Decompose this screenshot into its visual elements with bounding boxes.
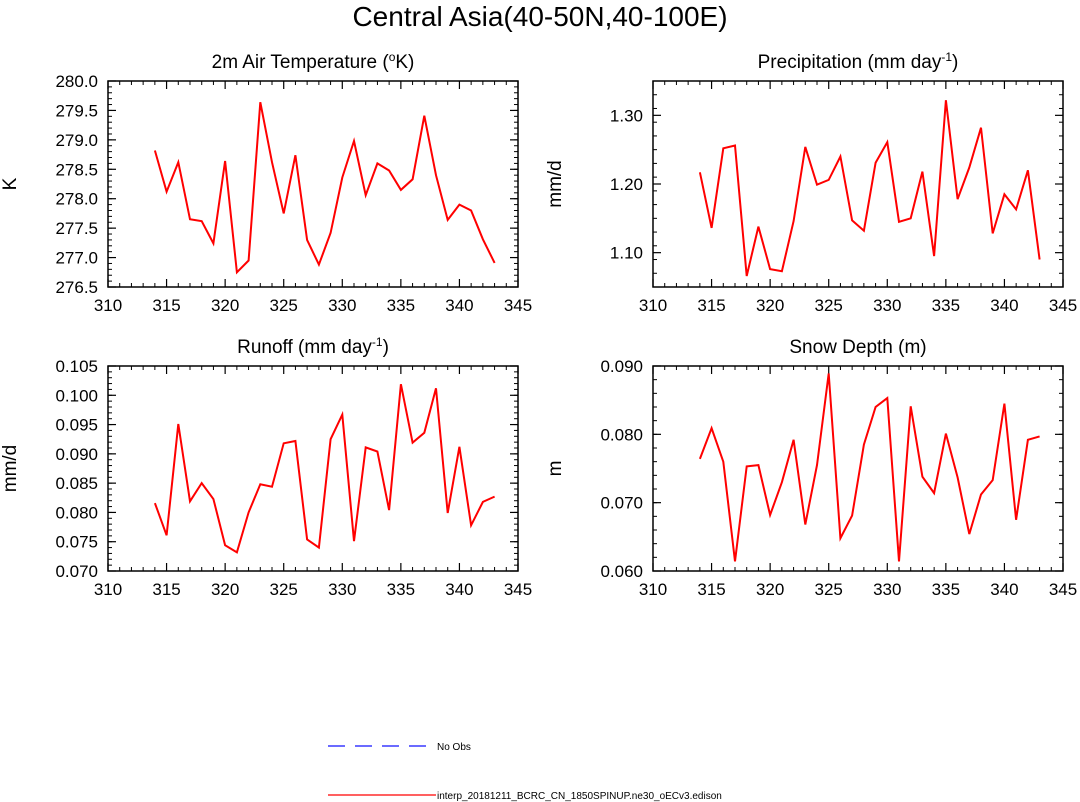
chart-panel-1: 2m Air Temperature (oK) K 310 315 320 325 330 3… <box>0 50 532 315</box>
y-tick-label: 277.0 <box>55 249 98 268</box>
series-line <box>698 373 1040 562</box>
chart-panel-3: Runoff (mm day-1) mm/d 310 315 320 325 330 335 3… <box>0 335 532 599</box>
x-tick-label: 330 <box>873 296 901 315</box>
y-tick-label: 0.075 <box>55 533 98 552</box>
panel-title-superscript: -1 <box>941 50 952 64</box>
panel-title-text: Runoff (mm day <box>237 337 372 358</box>
x-tick-label: 325 <box>815 296 843 315</box>
y-tick-label: 276.5 <box>55 278 98 297</box>
y-tick-label: 1.10 <box>610 244 643 263</box>
panel-title: Precipitation (mm day-1) <box>758 50 959 73</box>
x-tick-label: 325 <box>270 296 298 315</box>
x-tick-label: 345 <box>1049 296 1077 315</box>
y-tick-label: 0.080 <box>55 503 98 522</box>
x-tick-label: 315 <box>152 296 180 315</box>
y-tick-label: 278.5 <box>55 160 98 179</box>
x-tick-label: 310 <box>94 580 122 599</box>
panel-title-text: Precipitation (mm day <box>758 52 942 73</box>
x-tick-label: 310 <box>94 296 122 315</box>
x-tick-label: 335 <box>932 296 960 315</box>
x-tick-label: 320 <box>211 580 239 599</box>
x-tick-label: 325 <box>815 580 843 599</box>
y-tick-label: 279.0 <box>55 131 98 150</box>
y-axis-label: mm/d <box>0 445 21 493</box>
y-tick-label: 0.070 <box>600 494 643 513</box>
x-tick-label: 320 <box>756 580 784 599</box>
panel-title-tail: K) <box>395 52 414 73</box>
x-tick-label: 320 <box>756 296 784 315</box>
y-tick-label: 280.0 <box>55 72 98 91</box>
x-tick-label: 315 <box>697 580 725 599</box>
x-tick-label: 330 <box>328 580 356 599</box>
panel-title: Snow Depth (m) <box>789 337 926 358</box>
y-tick-label: 279.5 <box>55 101 98 120</box>
plot-frame <box>107 365 519 572</box>
x-tick-label: 345 <box>504 580 532 599</box>
panel-title-text: Snow Depth (m) <box>789 337 926 358</box>
y-axis-label: K <box>0 177 21 190</box>
x-tick-label: 325 <box>270 580 298 599</box>
x-tick-label: 340 <box>445 580 473 599</box>
series-line <box>698 100 1041 277</box>
x-tick-label: 330 <box>873 580 901 599</box>
plot-frame <box>652 365 1064 572</box>
series-line <box>153 384 496 554</box>
series-line <box>153 102 496 275</box>
chart-panel-4: Snow Depth (m) m 310 315 320 325 330 335 340 345 0… <box>545 337 1077 599</box>
x-tick-label: 320 <box>211 296 239 315</box>
plot-frame <box>107 80 519 288</box>
y-axis-label: m <box>545 461 566 477</box>
panel-title-superscript: -1 <box>372 335 383 349</box>
panel-title-tail: ) <box>952 52 958 73</box>
x-tick-label: 335 <box>387 296 415 315</box>
y-tick-label: 0.060 <box>600 562 643 581</box>
panel-title-superscript: o <box>389 50 396 64</box>
chart-panel-2: Precipitation (mm day-1) mm/d 310 315 320 325… <box>545 50 1077 315</box>
x-tick-label: 345 <box>1049 580 1077 599</box>
legend-item-2: interp_20181211_BCRC_CN_1850SPINUP.ne30_… <box>328 791 722 802</box>
panel-title-text: 2m Air Temperature ( <box>212 52 390 73</box>
x-tick-label: 335 <box>387 580 415 599</box>
x-tick-label: 340 <box>445 296 473 315</box>
y-tick-label: 277.5 <box>55 219 98 238</box>
x-tick-label: 330 <box>328 296 356 315</box>
x-tick-label: 345 <box>504 296 532 315</box>
panel-title-tail: ) <box>383 337 389 358</box>
x-tick-label: 310 <box>639 580 667 599</box>
y-tick-label: 0.070 <box>55 562 98 581</box>
legend-label: interp_20181211_BCRC_CN_1850SPINUP.ne30_… <box>437 791 722 802</box>
panel-title: Runoff (mm day-1) <box>237 335 389 358</box>
y-tick-label: 0.080 <box>600 425 643 444</box>
x-tick-label: 310 <box>639 296 667 315</box>
figure-title: Central Asia(40-50N,40-100E) <box>352 1 727 32</box>
x-tick-label: 340 <box>990 580 1018 599</box>
y-tick-label: 278.0 <box>55 190 98 209</box>
y-axis-label: mm/d <box>545 160 566 208</box>
legend-item-1: No Obs <box>328 742 471 753</box>
panel-title: 2m Air Temperature (oK) <box>212 50 415 73</box>
y-tick-label: 0.090 <box>600 357 643 376</box>
y-tick-label: 0.095 <box>55 416 98 435</box>
y-tick-label: 1.30 <box>610 106 643 125</box>
y-tick-label: 0.100 <box>55 386 98 405</box>
legend: No Obs interp_20181211_BCRC_CN_1850SPINUP… <box>328 742 722 802</box>
plot-frame <box>652 80 1064 288</box>
y-tick-label: 0.105 <box>55 357 98 376</box>
chart-panels: 2m Air Temperature (oK) K 310 315 320 325 330 3… <box>0 50 1077 599</box>
y-tick-label: 0.090 <box>55 445 98 464</box>
y-tick-label: 1.20 <box>610 175 643 194</box>
legend-label: No Obs <box>437 742 471 753</box>
x-tick-label: 315 <box>697 296 725 315</box>
x-tick-label: 335 <box>932 580 960 599</box>
y-tick-label: 0.085 <box>55 474 98 493</box>
x-tick-label: 340 <box>990 296 1018 315</box>
x-tick-label: 315 <box>152 580 180 599</box>
